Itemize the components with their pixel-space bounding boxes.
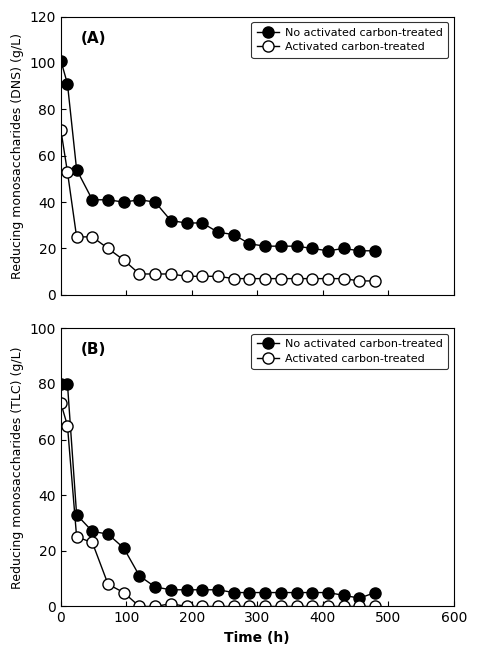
Activated carbon-treated	[231, 603, 237, 611]
No activated carbon-treated	[247, 240, 252, 248]
Activated carbon-treated	[58, 400, 64, 407]
Activated carbon-treated	[278, 275, 284, 283]
Activated carbon-treated	[372, 603, 378, 611]
Activated carbon-treated	[65, 168, 70, 176]
Activated carbon-treated	[309, 275, 315, 283]
No activated carbon-treated	[65, 380, 70, 388]
Activated carbon-treated	[215, 603, 221, 611]
No activated carbon-treated	[65, 80, 70, 88]
No activated carbon-treated	[89, 196, 95, 204]
Activated carbon-treated	[184, 603, 189, 611]
Activated carbon-treated	[372, 277, 378, 285]
Line: Activated carbon-treated: Activated carbon-treated	[55, 398, 380, 612]
Activated carbon-treated	[58, 127, 64, 134]
Activated carbon-treated	[231, 275, 237, 283]
Activated carbon-treated	[137, 270, 142, 278]
No activated carbon-treated	[278, 242, 284, 250]
No activated carbon-treated	[357, 594, 362, 602]
Activated carbon-treated	[168, 600, 174, 607]
Activated carbon-treated	[357, 603, 362, 611]
Activated carbon-treated	[262, 275, 268, 283]
Activated carbon-treated	[152, 270, 158, 278]
No activated carbon-treated	[341, 592, 347, 600]
No activated carbon-treated	[372, 588, 378, 596]
No activated carbon-treated	[137, 572, 142, 580]
No activated carbon-treated	[341, 245, 347, 253]
No activated carbon-treated	[74, 166, 79, 174]
No activated carbon-treated	[152, 583, 158, 591]
Y-axis label: Reducing monosaccharides (DNS) (g/L): Reducing monosaccharides (DNS) (g/L)	[11, 33, 24, 279]
Activated carbon-treated	[89, 539, 95, 546]
No activated carbon-treated	[215, 586, 221, 594]
No activated carbon-treated	[105, 196, 111, 204]
No activated carbon-treated	[262, 588, 268, 596]
No activated carbon-treated	[199, 586, 205, 594]
Activated carbon-treated	[105, 581, 111, 588]
No activated carbon-treated	[231, 588, 237, 596]
No activated carbon-treated	[168, 216, 174, 224]
No activated carbon-treated	[293, 242, 299, 250]
Activated carbon-treated	[199, 603, 205, 611]
No activated carbon-treated	[74, 511, 79, 519]
Activated carbon-treated	[357, 277, 362, 285]
Legend: No activated carbon-treated, Activated carbon-treated: No activated carbon-treated, Activated c…	[251, 22, 448, 58]
Activated carbon-treated	[247, 603, 252, 611]
Activated carbon-treated	[152, 603, 158, 611]
Text: (A): (A)	[80, 31, 106, 45]
No activated carbon-treated	[121, 544, 127, 552]
No activated carbon-treated	[199, 219, 205, 227]
Activated carbon-treated	[325, 275, 331, 283]
No activated carbon-treated	[184, 586, 189, 594]
Activated carbon-treated	[278, 603, 284, 611]
Activated carbon-treated	[215, 272, 221, 280]
No activated carbon-treated	[137, 196, 142, 204]
Activated carbon-treated	[89, 233, 95, 241]
Activated carbon-treated	[65, 422, 70, 430]
Activated carbon-treated	[309, 603, 315, 611]
No activated carbon-treated	[278, 588, 284, 596]
Line: Activated carbon-treated: Activated carbon-treated	[55, 125, 380, 287]
No activated carbon-treated	[58, 380, 64, 388]
No activated carbon-treated	[152, 198, 158, 206]
Activated carbon-treated	[199, 272, 205, 280]
No activated carbon-treated	[325, 247, 331, 255]
No activated carbon-treated	[215, 228, 221, 236]
No activated carbon-treated	[293, 588, 299, 596]
Activated carbon-treated	[121, 588, 127, 596]
No activated carbon-treated	[121, 198, 127, 206]
Activated carbon-treated	[121, 256, 127, 264]
Y-axis label: Reducing monosaccharides (TLC) (g/L): Reducing monosaccharides (TLC) (g/L)	[11, 346, 24, 588]
Line: No activated carbon-treated: No activated carbon-treated	[55, 379, 380, 604]
No activated carbon-treated	[58, 56, 64, 64]
X-axis label: Time (h): Time (h)	[225, 631, 290, 645]
No activated carbon-treated	[262, 242, 268, 250]
No activated carbon-treated	[325, 588, 331, 596]
Activated carbon-treated	[137, 603, 142, 611]
No activated carbon-treated	[231, 231, 237, 239]
Activated carbon-treated	[74, 533, 79, 541]
Text: (B): (B)	[80, 342, 106, 357]
No activated carbon-treated	[184, 219, 189, 227]
Activated carbon-treated	[105, 245, 111, 253]
No activated carbon-treated	[309, 245, 315, 253]
Activated carbon-treated	[325, 603, 331, 611]
No activated carbon-treated	[89, 527, 95, 535]
No activated carbon-treated	[168, 586, 174, 594]
No activated carbon-treated	[309, 588, 315, 596]
Activated carbon-treated	[74, 233, 79, 241]
No activated carbon-treated	[247, 588, 252, 596]
Line: No activated carbon-treated: No activated carbon-treated	[55, 55, 380, 256]
Activated carbon-treated	[247, 275, 252, 283]
Legend: No activated carbon-treated, Activated carbon-treated: No activated carbon-treated, Activated c…	[251, 334, 448, 369]
Activated carbon-treated	[184, 272, 189, 280]
Activated carbon-treated	[293, 275, 299, 283]
No activated carbon-treated	[105, 530, 111, 538]
Activated carbon-treated	[341, 275, 347, 283]
Activated carbon-treated	[293, 603, 299, 611]
Activated carbon-treated	[341, 603, 347, 611]
No activated carbon-treated	[357, 247, 362, 255]
Activated carbon-treated	[168, 270, 174, 278]
No activated carbon-treated	[372, 247, 378, 255]
Activated carbon-treated	[262, 603, 268, 611]
